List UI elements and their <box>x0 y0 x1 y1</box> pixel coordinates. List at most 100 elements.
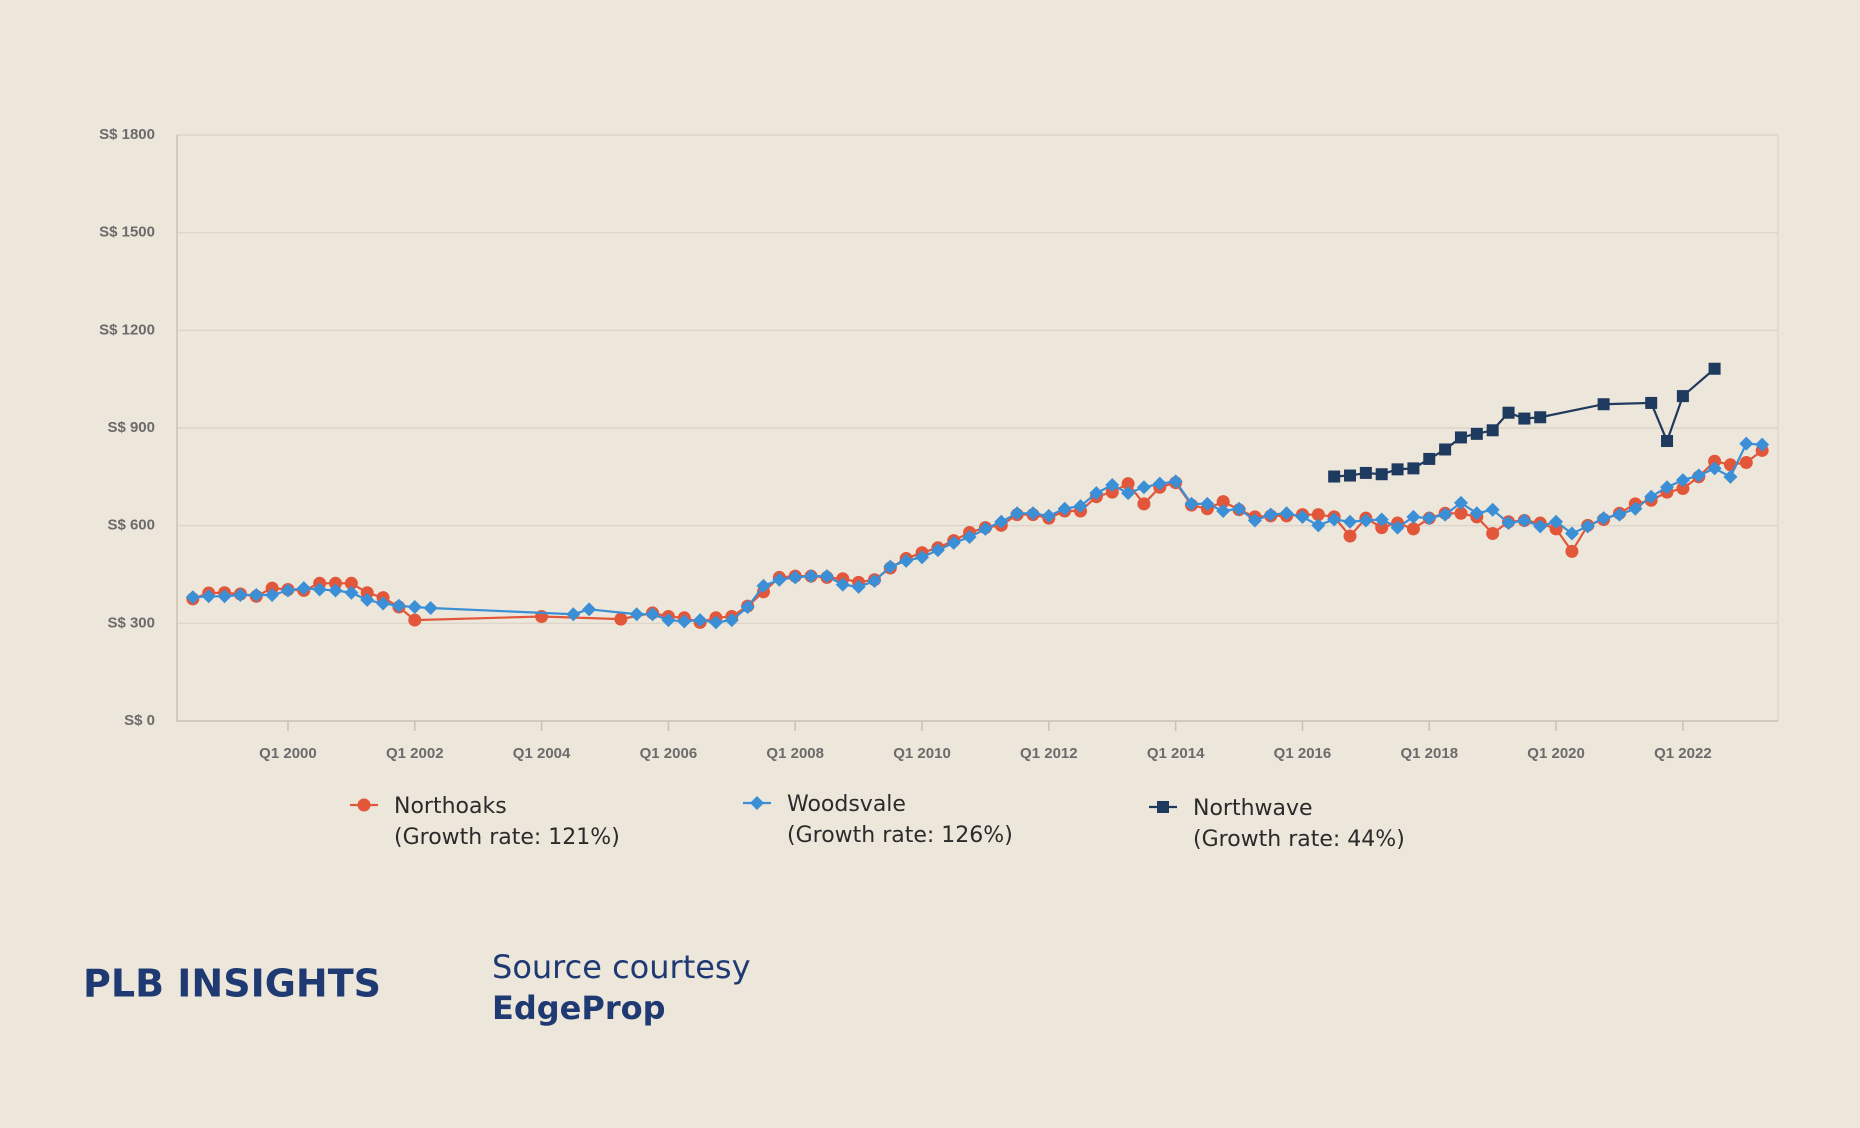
legend-growth: (Growth rate: 44%) <box>1193 827 1405 852</box>
logo: PLB INSIGHTS <box>83 962 381 1006</box>
data-point <box>1089 486 1104 501</box>
data-point <box>1390 520 1405 535</box>
data-point <box>1407 462 1420 475</box>
data-point <box>883 559 898 574</box>
data-point <box>1676 482 1690 496</box>
x-tick-label: Q1 2000 <box>259 745 317 762</box>
data-point <box>1247 513 1262 528</box>
x-tick-label: Q1 2016 <box>1274 745 1332 762</box>
data-point <box>1375 521 1389 535</box>
data-point <box>1057 501 1072 516</box>
data-point <box>835 577 850 592</box>
x-tick-label: Q1 2008 <box>766 745 824 762</box>
data-point <box>1534 411 1547 424</box>
data-point <box>946 535 961 550</box>
data-point <box>1121 477 1135 491</box>
data-point <box>1136 480 1151 495</box>
data-point <box>1295 509 1310 524</box>
data-point <box>1485 502 1500 517</box>
data-point <box>1025 506 1040 521</box>
data-point <box>978 521 993 536</box>
data-point <box>582 602 597 617</box>
data-point <box>1010 506 1025 521</box>
data-point <box>1279 506 1294 521</box>
data-point <box>772 572 787 587</box>
data-point <box>1502 406 1515 419</box>
data-point <box>1708 454 1722 468</box>
data-point <box>185 590 200 605</box>
data-point <box>1533 519 1548 534</box>
data-point <box>280 583 295 598</box>
data-point <box>1707 461 1722 476</box>
source-name: EdgeProp <box>492 989 666 1027</box>
data-point <box>1121 486 1136 501</box>
data-point <box>1184 496 1199 511</box>
data-point <box>265 588 280 603</box>
data-point <box>708 615 723 630</box>
data-point <box>201 589 216 604</box>
legend-label: Woodsvale <box>787 792 906 817</box>
data-point <box>1597 398 1610 411</box>
data-point <box>1041 508 1056 523</box>
data-point <box>1311 508 1325 522</box>
data-point <box>1232 501 1247 516</box>
data-point <box>1454 431 1467 444</box>
data-point <box>344 576 358 590</box>
data-point <box>1374 512 1389 527</box>
data-point <box>1517 513 1532 528</box>
x-tick-label: Q1 2010 <box>893 745 951 762</box>
x-tick-label: Q1 2002 <box>386 745 444 762</box>
data-point <box>693 613 708 628</box>
data-point <box>344 585 359 600</box>
data-point <box>740 600 755 615</box>
data-point <box>1470 427 1483 440</box>
data-point <box>1375 468 1388 481</box>
data-point <box>1216 495 1230 509</box>
data-point <box>1216 504 1231 519</box>
data-point <box>1406 522 1420 536</box>
data-point <box>360 586 374 600</box>
data-point <box>1549 514 1564 529</box>
data-point <box>819 569 834 584</box>
data-point <box>1691 468 1706 483</box>
data-point <box>677 614 692 629</box>
y-tick-label: S$ 600 <box>107 517 155 534</box>
data-point <box>423 601 438 616</box>
legend-label: Northoaks <box>394 794 507 819</box>
data-point <box>217 589 232 604</box>
data-point <box>1311 518 1326 533</box>
data-point <box>1660 480 1675 495</box>
data-point <box>962 530 977 545</box>
data-point <box>1328 470 1341 483</box>
data-point <box>1343 529 1357 543</box>
data-point <box>1359 466 1372 479</box>
data-point <box>1454 506 1468 520</box>
y-tick-label: S$ 1200 <box>99 321 155 338</box>
data-point <box>867 574 882 589</box>
data-point <box>1406 509 1421 524</box>
data-point <box>1453 495 1468 510</box>
data-point <box>296 581 311 596</box>
x-tick-label: Q1 2012 <box>1020 745 1078 762</box>
data-point <box>1501 516 1516 531</box>
series-line <box>192 449 1763 624</box>
data-point <box>1469 506 1484 521</box>
x-tick-label: Q1 2014 <box>1147 745 1205 762</box>
data-point <box>566 607 581 622</box>
data-point <box>1168 474 1183 489</box>
data-point <box>1661 435 1674 448</box>
data-point <box>614 612 628 626</box>
x-tick-label: Q1 2022 <box>1654 745 1712 762</box>
y-tick-label: S$ 1500 <box>99 224 155 241</box>
data-point <box>1755 437 1770 452</box>
legend-marker <box>357 798 371 812</box>
data-point <box>724 613 739 628</box>
data-point <box>1263 507 1278 522</box>
data-point <box>1073 499 1088 514</box>
data-point <box>1549 522 1563 536</box>
y-tick-label: S$ 1800 <box>99 126 155 143</box>
data-point <box>1739 436 1754 451</box>
data-point <box>1422 511 1437 526</box>
data-point <box>1344 469 1357 482</box>
legend-marker <box>1157 801 1169 813</box>
